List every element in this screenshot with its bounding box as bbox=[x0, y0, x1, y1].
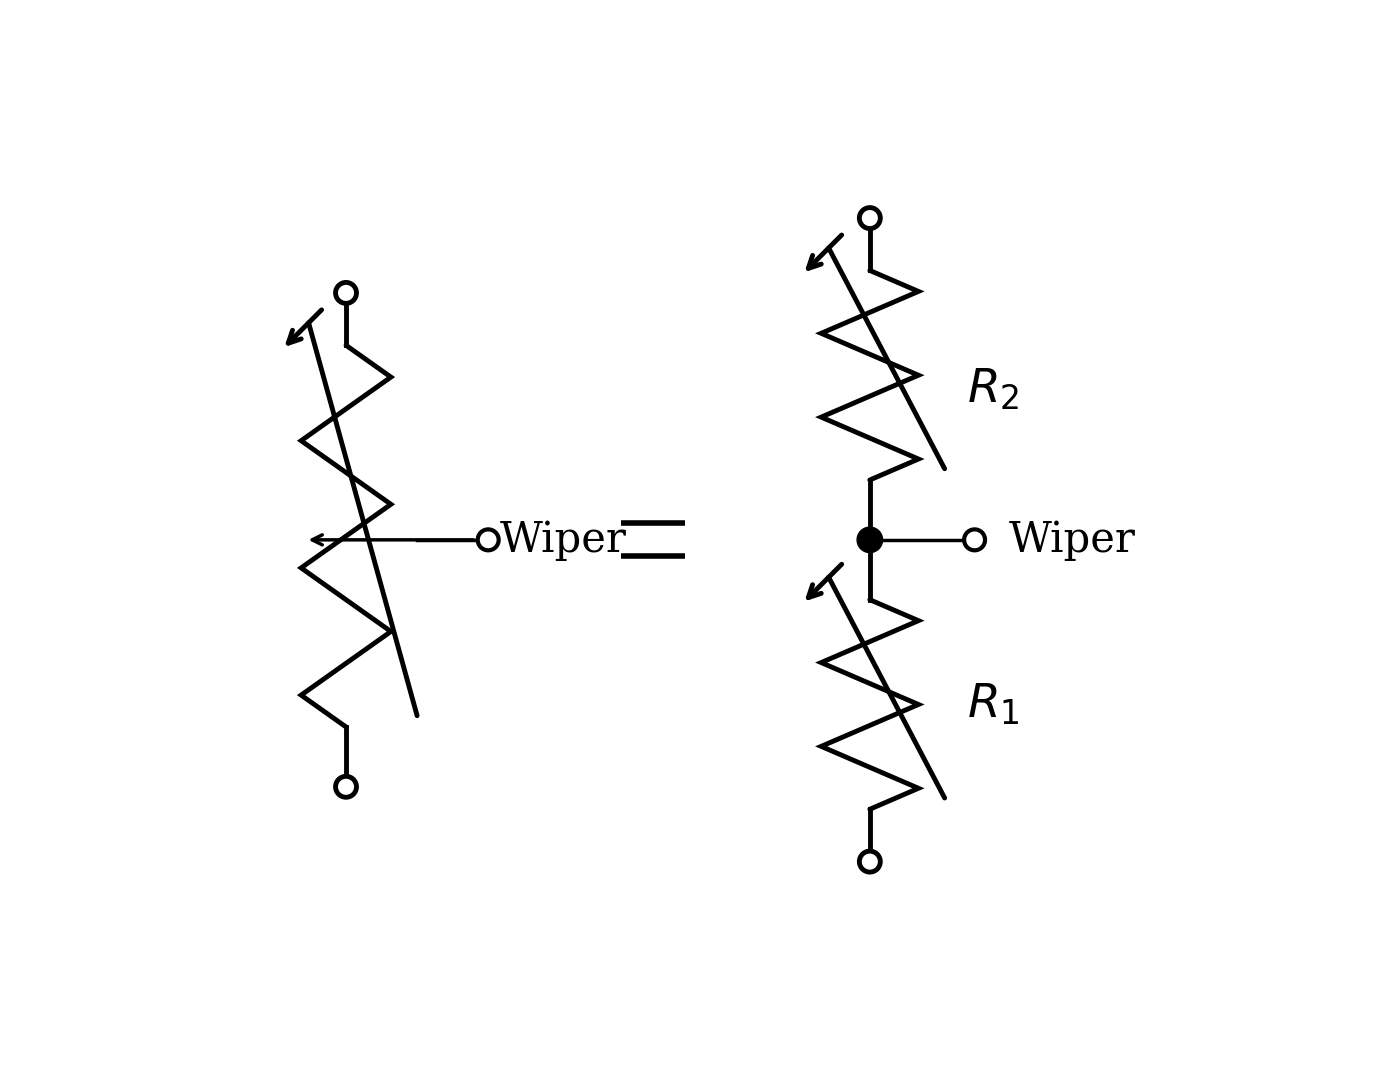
Text: $R_2$: $R_2$ bbox=[967, 368, 1020, 413]
Text: Wiper: Wiper bbox=[499, 518, 626, 561]
Circle shape bbox=[857, 527, 882, 553]
Circle shape bbox=[336, 776, 356, 797]
Circle shape bbox=[477, 529, 498, 551]
Circle shape bbox=[336, 282, 356, 304]
Circle shape bbox=[860, 207, 881, 229]
Circle shape bbox=[860, 851, 881, 872]
Text: Wiper: Wiper bbox=[1009, 518, 1135, 561]
Text: $R_1$: $R_1$ bbox=[967, 682, 1020, 727]
Circle shape bbox=[965, 529, 985, 551]
